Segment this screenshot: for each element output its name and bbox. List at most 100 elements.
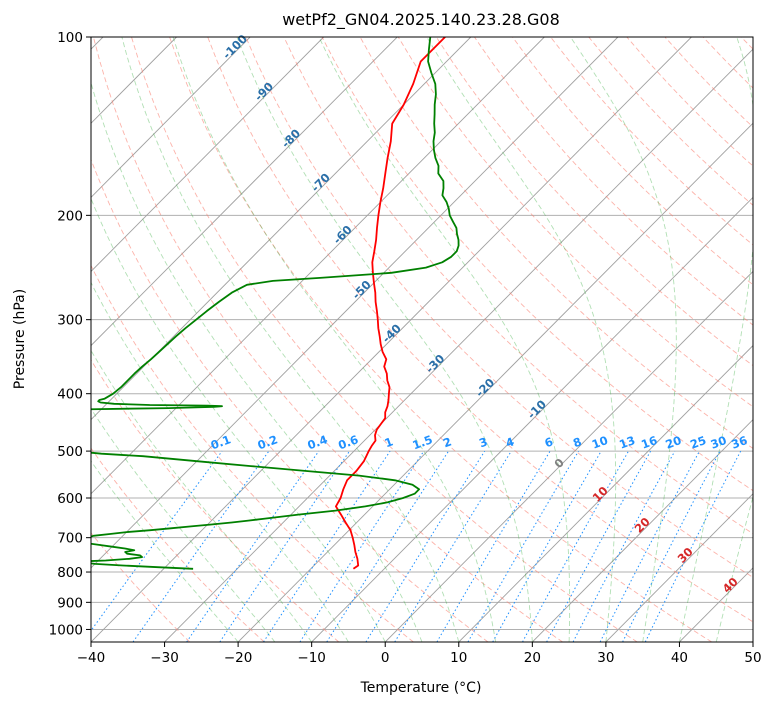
y-tick-label: 600 [57, 491, 83, 507]
y-axis-title: Pressure (hPa) [12, 289, 28, 389]
plot-frame [90, 36, 754, 643]
moist-adiabat [91, 349, 313, 642]
y-tick-label: 300 [57, 313, 83, 329]
x-tick-label: 40 [671, 650, 688, 666]
mixing-ratio-line [622, 450, 721, 642]
isotherm-gridline [458, 344, 753, 642]
moist-adiabat [318, 37, 571, 642]
mixing-ratio-line [91, 450, 223, 632]
y-tick-label: 200 [57, 208, 83, 224]
dry-adiabat [91, 264, 414, 642]
y-tick-label: 700 [57, 531, 83, 547]
dry-adiabat [550, 37, 753, 246]
x-tick-label: −40 [77, 650, 106, 666]
dry-adiabat [435, 37, 753, 367]
mixing-ratio-label: 16 [639, 433, 659, 452]
isotherm-label: -80 [279, 126, 304, 151]
dry-adiabat [92, 37, 563, 642]
dry-adiabat [207, 37, 753, 623]
isotherm-label: -20 [473, 375, 498, 400]
moist-adiabat [91, 197, 386, 642]
mixing-ratio-label: 0.6 [336, 432, 360, 452]
x-tick-label: −30 [150, 650, 179, 666]
mixing-ratio-label: 0.2 [256, 432, 280, 452]
moist-adiabat-label: 0 [551, 455, 567, 471]
mixing-ratio-label: 30 [709, 433, 729, 452]
mixing-ratio-label: 13 [617, 433, 637, 452]
moist-adiabat [715, 495, 753, 642]
mixing-ratio-line [644, 450, 742, 642]
x-tick-label: 0 [381, 650, 390, 666]
x-tick-label: −20 [224, 650, 253, 666]
mixing-ratio-label: 2 [441, 434, 453, 450]
moist-adiabat-label: 40 [720, 575, 741, 596]
mixing-ratio-line [132, 450, 270, 642]
mixing-ratio-label: 25 [688, 433, 708, 452]
mixing-ratio-line [522, 450, 629, 642]
mixing-ratio-line [186, 450, 320, 642]
mixing-ratio-label: 20 [664, 433, 684, 452]
dry-adiabat [91, 447, 265, 642]
mixing-ratio-line [326, 450, 450, 642]
dry-adiabat [169, 37, 713, 642]
dry-adiabat [91, 158, 489, 642]
isotherm-label: -10 [524, 397, 549, 422]
mixing-ratio-label: 0.4 [305, 432, 329, 452]
dry-adiabat [702, 37, 753, 89]
dry-adiabat [321, 37, 753, 492]
isotherm-gridline [91, 37, 325, 273]
isotherm-gridline [91, 37, 472, 421]
moist-adiabat [172, 37, 497, 642]
x-tick-label: 20 [524, 650, 541, 666]
y-tick-label: 800 [57, 565, 83, 581]
mixing-ratio-label: 1 [383, 434, 395, 450]
mixing-ratio-line [546, 450, 652, 642]
x-tick-label: 50 [744, 650, 761, 666]
mixing-ratio-label: 0.1 [209, 432, 233, 452]
mixing-ratio-line [299, 450, 425, 642]
mixing-ratio-line [394, 450, 512, 642]
mixing-ratio-line [572, 450, 676, 642]
dry-adiabat [91, 532, 191, 642]
mixing-ratio-line [263, 450, 391, 642]
x-tick-label: 30 [597, 650, 614, 666]
isotherm-gridline [384, 270, 753, 642]
dry-adiabat [283, 37, 753, 535]
isotherm-gridline [532, 419, 753, 642]
mixing-ratio-label: 4 [504, 434, 516, 450]
plot-area [91, 37, 753, 642]
x-axis-title: Temperature (°C) [360, 680, 482, 696]
isotherm-label: -70 [308, 170, 333, 195]
x-tick-label: 10 [450, 650, 467, 666]
mixing-ratio-label: 36 [729, 433, 749, 452]
moist-adiabat-label: 20 [632, 515, 653, 536]
dry-adiabat [359, 37, 753, 450]
isotherm-gridline [91, 37, 692, 642]
mixing-ratio-label: 3 [477, 434, 489, 450]
moist-adiabat-label: 30 [675, 545, 696, 566]
isotherm-gridline [752, 641, 753, 642]
isotherm-gridline [91, 37, 619, 569]
y-tick-label: 1000 [49, 622, 83, 638]
isotherm-gridline [679, 567, 753, 642]
moist-adiabat [678, 37, 753, 642]
x-tick-label: −10 [297, 650, 326, 666]
isotherm-label: -60 [330, 222, 355, 247]
isotherm-label: -40 [379, 321, 404, 346]
moist-adiabat [570, 37, 677, 642]
dry-adiabat [512, 37, 753, 286]
moist-adiabat [236, 37, 533, 642]
moist-adiabat [426, 37, 617, 642]
y-tick-label: 100 [57, 30, 83, 46]
moist-adiabat [121, 37, 460, 642]
isotherm-gridline [91, 37, 251, 198]
isotherm-label: -90 [252, 79, 277, 104]
mixing-ratio-label: 10 [590, 433, 610, 452]
y-tick-label: 400 [57, 387, 83, 403]
moist-adiabat [91, 281, 349, 642]
isotherm-gridline [91, 37, 398, 347]
moist-adiabat [91, 408, 276, 642]
mixing-ratio-label: 8 [571, 434, 583, 450]
chart-title: wetPf2_GN04.2025.140.23.28.G08 [282, 10, 560, 30]
